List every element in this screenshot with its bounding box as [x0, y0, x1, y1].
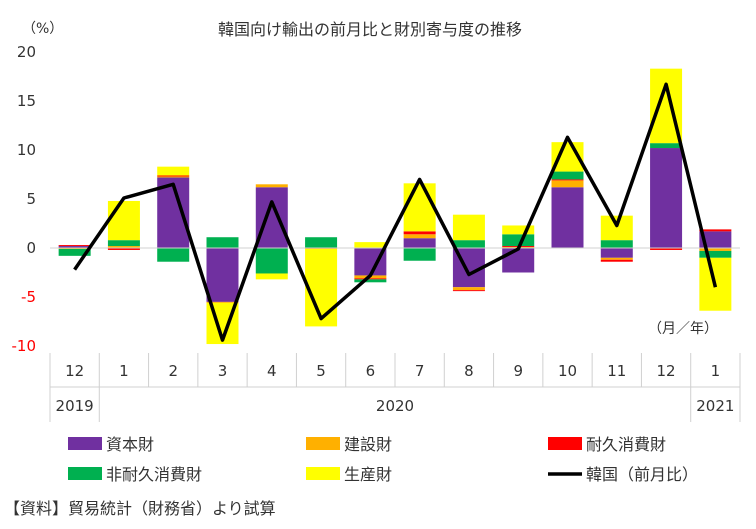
- y-tick-label: 0: [26, 239, 36, 257]
- x-tick-label: 12: [657, 362, 676, 380]
- legend-swatch: [68, 437, 102, 450]
- bar-segment: [699, 250, 732, 258]
- bar-segment: [551, 180, 584, 188]
- source-note: 【資料】貿易統計（財務省）より試算: [4, 499, 276, 518]
- bar-segment: [650, 148, 683, 248]
- bar-segment: [157, 166, 190, 176]
- x-tick-label: 12: [65, 362, 84, 380]
- bar-segment: [157, 175, 190, 177]
- bar-segment: [255, 273, 288, 280]
- bars: [50, 68, 740, 345]
- bar-segment: [206, 237, 239, 248]
- y-tick-label: 15: [17, 92, 36, 110]
- chart-title: 韓国向け輸出の前月比と財別寄与度の推移: [218, 20, 522, 39]
- bar-segment: [650, 143, 683, 149]
- x-tick-label: 9: [513, 362, 523, 380]
- x-tick-label: 6: [366, 362, 376, 380]
- bar-segment: [255, 187, 288, 248]
- bar-segment: [157, 176, 190, 178]
- bar-segment: [206, 248, 239, 302]
- x-tick-label: 1: [119, 362, 129, 380]
- bar-segment: [452, 287, 485, 291]
- bar-segment: [354, 242, 387, 248]
- bar-segment: [600, 215, 633, 241]
- bar-segment: [600, 257, 633, 260]
- x-tick-label: 10: [558, 362, 577, 380]
- bar-segment: [354, 279, 387, 283]
- bar-segment: [699, 231, 732, 248]
- bar-segment: [452, 290, 485, 292]
- bar-segment: [403, 248, 436, 261]
- bar-segment: [551, 171, 584, 180]
- bar-segment: [551, 187, 584, 248]
- x-tick-label: 4: [267, 362, 277, 380]
- bar-segment: [452, 240, 485, 248]
- bar-segment: [107, 248, 140, 250]
- legend-swatch: [548, 437, 582, 450]
- x-tick-label: 1: [711, 362, 721, 380]
- x-unit-label: （月／年）: [648, 321, 718, 337]
- line-korea-mom: [73, 82, 718, 342]
- y-tick-label: 10: [17, 141, 36, 159]
- bar-segment: [650, 248, 683, 250]
- bar-segment: [403, 183, 436, 232]
- bar-segment: [305, 237, 338, 248]
- legend-label: 韓国（前月比）: [586, 465, 698, 484]
- bar-segment: [107, 240, 140, 247]
- y-tick-label: -10: [12, 337, 37, 355]
- bar-segment: [58, 248, 91, 256]
- y-tick-labels: 20 15 10 5 0 -5 -10: [12, 43, 37, 355]
- x-tick-label: 2: [168, 362, 178, 380]
- bar-segment: [600, 259, 633, 262]
- bar-segment: [305, 248, 338, 327]
- legend-label: 資本財: [106, 435, 154, 454]
- x-tick-label: 8: [464, 362, 474, 380]
- legend-label: 生産財: [344, 465, 392, 484]
- bar-segment: [502, 248, 535, 273]
- year-label: 2021: [696, 397, 734, 415]
- bar-segment: [403, 234, 436, 239]
- bar-segment: [600, 248, 633, 258]
- year-label: 2019: [56, 397, 94, 415]
- bar-segment: [699, 248, 732, 251]
- bar-segment: [403, 238, 436, 248]
- bar-segment: [58, 246, 91, 248]
- bar-segment: [107, 246, 140, 248]
- bar-segment: [255, 248, 288, 274]
- bar-segment: [551, 179, 584, 181]
- bar-segment: [600, 240, 633, 248]
- x-tick-label: 7: [415, 362, 425, 380]
- legend-swatch: [68, 467, 102, 480]
- y-tick-label: 5: [26, 190, 36, 208]
- bar-segment: [107, 200, 140, 241]
- y-unit-label: （%）: [22, 21, 63, 37]
- x-tick-label: 5: [316, 362, 326, 380]
- bar-segment: [403, 231, 436, 235]
- year-label: 2020: [376, 397, 414, 415]
- bar-segment: [157, 248, 190, 262]
- bar-segment: [699, 229, 732, 232]
- bar-segment: [502, 234, 535, 247]
- legend-label: 建設財: [344, 435, 392, 454]
- bar-segment: [502, 225, 535, 235]
- bar-segment: [452, 214, 485, 241]
- bar-segment: [255, 184, 288, 188]
- bar-segment: [354, 278, 387, 280]
- line-series: [73, 82, 718, 342]
- legend-swatch: [306, 467, 340, 480]
- y-tick-label: -5: [21, 288, 36, 306]
- bar-segment: [58, 245, 91, 247]
- x-tick-label: 11: [607, 362, 626, 380]
- y-tick-label: 20: [17, 43, 36, 61]
- legend-label: 耐久消費財: [586, 435, 666, 454]
- legend-label: 非耐久消費財: [106, 465, 202, 484]
- x-tick-label: 3: [218, 362, 228, 380]
- bar-segment: [206, 301, 239, 303]
- legend-swatch: [306, 437, 340, 450]
